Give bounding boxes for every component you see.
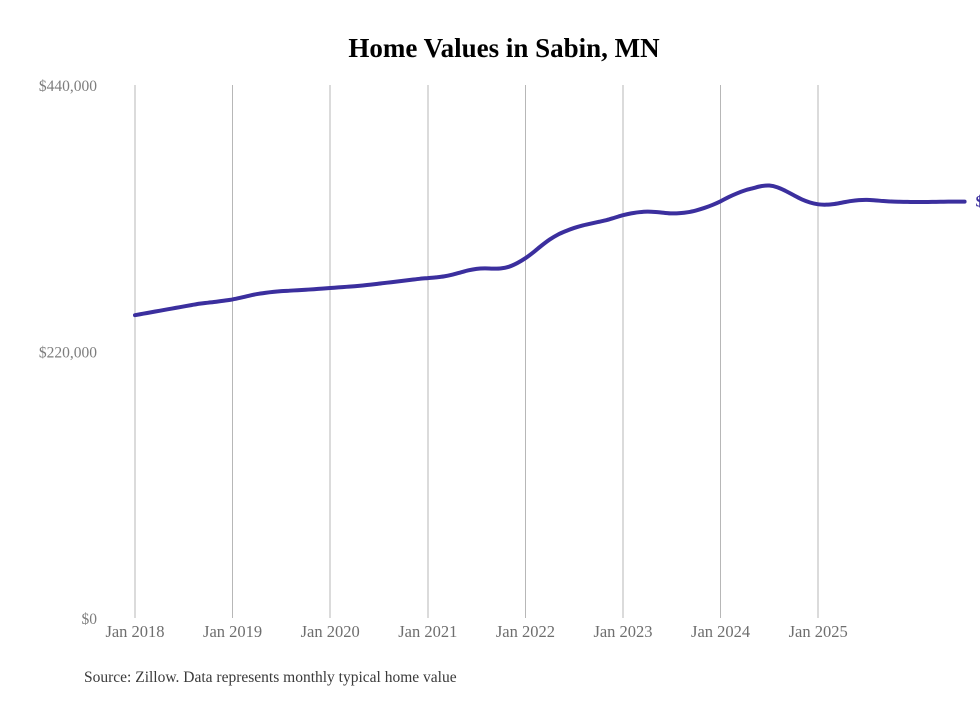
x-tick-jan-2025: Jan 2025 [789, 622, 848, 641]
chart-title: Home Values in Sabin, MN [348, 33, 660, 63]
x-axis-tick-labels: Jan 2018 Jan 2019 Jan 2020 Jan 2021 Jan 2022… [105, 622, 847, 641]
source-note: Source: Zillow. Data represents monthly … [84, 669, 457, 686]
gridlines [134, 85, 819, 618]
x-tick-jan-2022: Jan 2022 [496, 622, 555, 641]
x-tick-jan-2018: Jan 2018 [105, 622, 164, 641]
x-tick-jan-2023: Jan 2023 [593, 622, 652, 641]
y-tick-440000: $440,000 [39, 78, 97, 95]
x-tick-jan-2021: Jan 2021 [398, 622, 457, 641]
end-value-label: $343,707 [976, 194, 980, 211]
y-tick-0: $0 [82, 611, 98, 628]
home-value-line [133, 183, 967, 318]
x-tick-jan-2020: Jan 2020 [301, 622, 360, 641]
x-tick-jan-2019: Jan 2019 [203, 622, 262, 641]
y-tick-220000: $220,000 [39, 345, 97, 362]
y-axis-tick-labels: $440,000 $220,000 $0 [39, 78, 97, 628]
x-tick-jan-2024: Jan 2024 [691, 622, 750, 641]
